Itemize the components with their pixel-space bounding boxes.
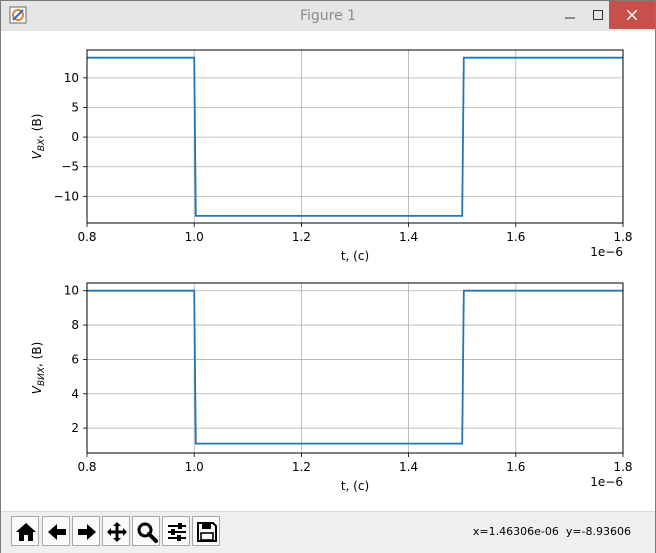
navigation-toolbar: x=1.46306e-06 y=-8.93606 [1,511,655,553]
minimize-button[interactable] [556,1,584,29]
y-tick-label: 4 [71,387,79,401]
y-tick-label: 2 [71,421,79,435]
x-tick-label: 1.8 [613,230,632,244]
minimize-icon [565,17,575,19]
coordinate-readout: x=1.46306e-06 y=-8.93606 [472,525,631,538]
x-tick-label: 1.4 [399,460,418,474]
x-offset-label: 1e−6 [590,475,623,489]
y-tick-label: −5 [61,160,79,174]
x-tick-label: 1.6 [506,230,525,244]
y-tick-label: −10 [54,189,79,203]
x-tick-label: 1.8 [613,460,632,474]
y-axis-label: VBX, (B) [30,114,47,160]
x-axis-label: t, (c) [341,249,369,263]
x-axis-label: t, (c) [341,479,369,493]
close-button[interactable] [609,1,655,29]
right-arrow-icon [78,524,96,540]
matplotlib-app-icon [9,6,27,24]
y-tick-label: 6 [71,352,79,366]
x-tick-label: 1.2 [292,230,311,244]
x-tick-label: 0.8 [77,460,96,474]
x-tick-label: 1.4 [399,230,418,244]
back-button[interactable] [42,516,70,546]
maximize-button[interactable] [584,1,612,29]
home-button[interactable] [11,516,39,546]
left-arrow-icon [48,524,66,540]
figure-canvas[interactable]: 0.8 1.0 1.2 1.4 1.6 1.8 10 5 0 −5 −10 t, (c) 1e−6 VBX… [1,31,655,511]
zoom-button[interactable] [132,516,160,546]
y-tick-label: 10 [64,71,79,85]
save-button[interactable] [192,516,220,546]
signal-line [87,56,623,217]
y-axis-label: VBИX, (B) [30,342,47,395]
x-offset-label: 1e−6 [590,245,623,259]
signal-line [87,289,623,445]
x-tick-label: 0.8 [77,230,96,244]
y-tick-label: 5 [71,100,79,114]
close-icon [626,9,638,21]
y-tick-label: 0 [71,130,79,144]
title-bar[interactable]: Figure 1 [1,1,655,31]
sliders-icon [168,523,186,541]
configure-subplots-button[interactable] [162,516,190,546]
axes-frame [86,282,624,454]
forward-button[interactable] [72,516,100,546]
y-tick-label: 10 [64,284,79,298]
magnifier-icon [137,522,158,543]
floppy-disk-icon [197,522,217,542]
x-tick-label: 1.6 [506,460,525,474]
axes-frame [86,49,624,224]
maximize-icon [593,10,603,20]
move-icon [107,522,127,542]
subplot-2: 0.8 1.0 1.2 1.4 1.6 1.8 10 8 6 4 2 t, (c) 1e−6 VBИX, … [30,282,633,493]
pan-button[interactable] [102,516,130,546]
x-tick-label: 1.0 [185,460,204,474]
window-title: Figure 1 [299,8,357,24]
y-tick-label: 8 [71,318,79,332]
home-icon [16,523,36,541]
subplot-1: 0.8 1.0 1.2 1.4 1.6 1.8 10 5 0 −5 −10 t, (c) 1e−6 VBX… [30,49,633,263]
x-tick-label: 1.2 [292,460,311,474]
x-tick-label: 1.0 [185,230,204,244]
